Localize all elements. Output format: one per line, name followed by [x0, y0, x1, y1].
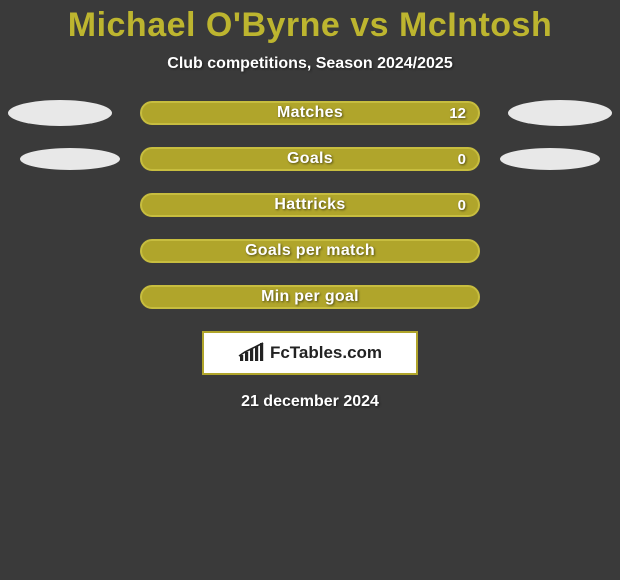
stat-label: Min per goal: [261, 288, 359, 306]
stat-row: Min per goal: [0, 285, 620, 309]
stat-value: 12: [449, 105, 466, 122]
stat-label: Goals per match: [245, 242, 375, 260]
logo-box: FcTables.com: [202, 331, 418, 375]
stat-row: Goals per match: [0, 239, 620, 263]
stat-label: Matches: [277, 104, 343, 122]
stat-label: Hattricks: [274, 196, 345, 214]
player-right-marker: [500, 148, 600, 170]
stat-bar: Goals per match: [140, 239, 480, 263]
stat-bar: Min per goal: [140, 285, 480, 309]
logo-text: FcTables.com: [270, 343, 382, 363]
stats-area: Matches 12 Goals 0 Hattricks 0 Goals per match…: [0, 101, 620, 309]
page-title: Michael O'Byrne vs McIntosh: [0, 0, 620, 45]
player-right-marker: [508, 100, 612, 126]
date-line: 21 december 2024: [0, 393, 620, 411]
bar-chart-icon: [238, 341, 264, 366]
player-left-marker: [8, 100, 112, 126]
stat-row: Goals 0: [0, 147, 620, 171]
stat-bar: Hattricks 0: [140, 193, 480, 217]
stat-label: Goals: [287, 150, 333, 168]
stat-bar: Goals 0: [140, 147, 480, 171]
stat-row: Hattricks 0: [0, 193, 620, 217]
subtitle: Club competitions, Season 2024/2025: [0, 55, 620, 73]
stat-value: 0: [458, 151, 466, 168]
stat-value: 0: [458, 197, 466, 214]
player-left-marker: [20, 148, 120, 170]
stat-bar: Matches 12: [140, 101, 480, 125]
stat-row: Matches 12: [0, 101, 620, 125]
